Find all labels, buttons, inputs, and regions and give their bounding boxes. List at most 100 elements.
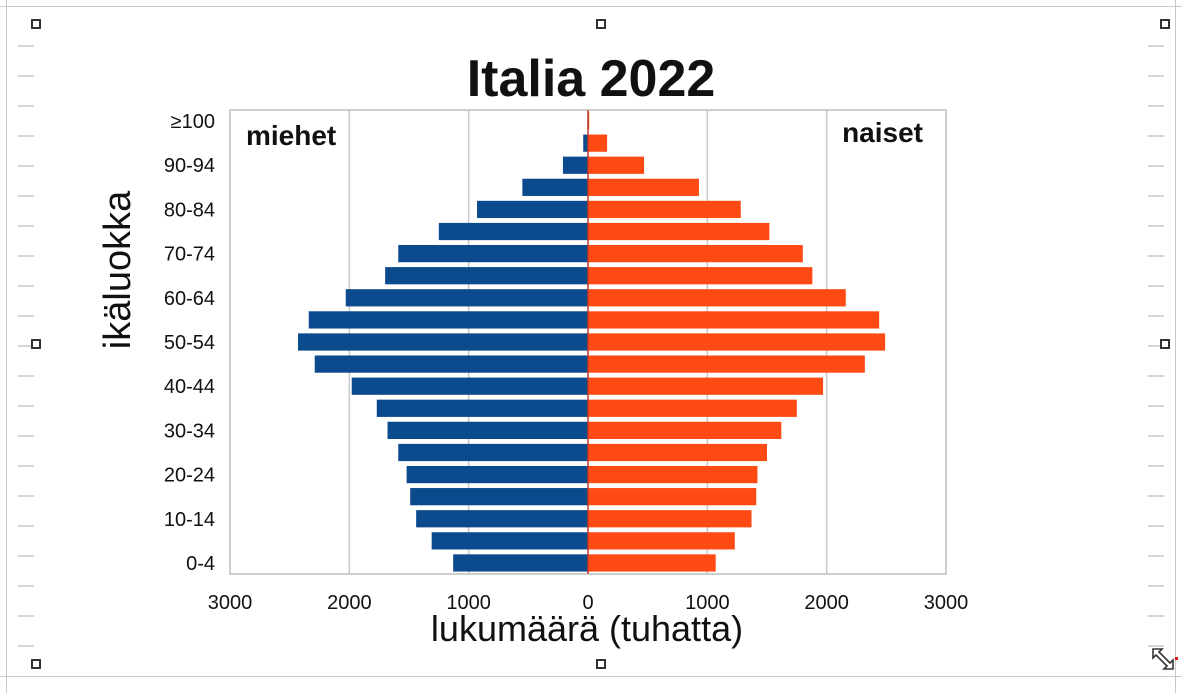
resize-handle-middle-left[interactable] bbox=[31, 339, 41, 349]
y-tick-label: 10-14 bbox=[164, 509, 215, 531]
bar-miehet-20-24[interactable] bbox=[406, 465, 588, 484]
sheet-row-tick bbox=[18, 315, 34, 317]
y-tick-label: ≥100 bbox=[171, 111, 215, 133]
sheet-row-tick bbox=[18, 345, 34, 347]
sheet-row-tick bbox=[18, 105, 34, 107]
resize-handle-middle-right[interactable] bbox=[1160, 339, 1170, 349]
bar-miehet-75-79[interactable] bbox=[438, 222, 588, 241]
bar-miehet-90-94[interactable] bbox=[562, 156, 588, 174]
bar-naiset-50-54[interactable] bbox=[588, 333, 886, 351]
bar-naiset-60-64[interactable] bbox=[588, 289, 846, 307]
resize-cursor-icon[interactable] bbox=[1150, 646, 1180, 676]
sheet-row-tick bbox=[1148, 645, 1164, 647]
sheet-row-tick bbox=[18, 585, 34, 587]
sheet-row-tick bbox=[18, 135, 34, 137]
bar-miehet-85-89[interactable] bbox=[522, 178, 588, 196]
bar-miehet-95-99[interactable] bbox=[583, 134, 588, 152]
x-tick-label: 1000 bbox=[685, 592, 730, 614]
bar-miehet-50-54[interactable] bbox=[298, 333, 588, 351]
sheet-row-tick bbox=[18, 45, 34, 47]
sheet-row-tick bbox=[18, 555, 34, 557]
bar-naiset-75-79[interactable] bbox=[588, 222, 770, 241]
x-tick-label: 1000 bbox=[446, 592, 491, 614]
x-tick-labels: 3000 2000 1000 0 1000 2000 3000 bbox=[208, 592, 969, 614]
bar-miehet-10-14[interactable] bbox=[416, 510, 588, 528]
sheet-row-tick bbox=[18, 405, 34, 407]
sheet-row-tick bbox=[1148, 135, 1164, 137]
sheet-gridline-right bbox=[1175, 0, 1176, 693]
x-tick-label: 3000 bbox=[924, 592, 969, 614]
sheet-row-tick bbox=[18, 435, 34, 437]
y-tick-label: 0-4 bbox=[186, 553, 215, 575]
bar-miehet-0-4[interactable] bbox=[453, 554, 588, 572]
sheet-row-tick bbox=[1148, 255, 1164, 257]
bar-naiset-20-24[interactable] bbox=[588, 465, 758, 484]
bar-naiset-30-34[interactable] bbox=[588, 421, 782, 439]
bar-miehet-55-59[interactable] bbox=[308, 311, 588, 329]
x-tick-label: 0 bbox=[582, 592, 593, 614]
bar-miehet-40-44[interactable] bbox=[351, 377, 588, 395]
bar-naiset-15-19[interactable] bbox=[588, 488, 757, 506]
bar-naiset-0-4[interactable] bbox=[588, 554, 716, 572]
sheet-gridline-top bbox=[0, 6, 1182, 7]
resize-handle-bottom-left[interactable] bbox=[31, 659, 41, 669]
sheet-row-tick bbox=[1148, 495, 1164, 497]
y-tick-label: 20-24 bbox=[164, 465, 215, 487]
bar-naiset-85-89[interactable] bbox=[588, 178, 699, 196]
bar-naiset-70-74[interactable] bbox=[588, 245, 803, 263]
resize-handle-top-left[interactable] bbox=[31, 19, 41, 29]
bar-miehet-80-84[interactable] bbox=[477, 200, 588, 219]
sheet-row-tick bbox=[1148, 615, 1164, 617]
bar-miehet-15-19[interactable] bbox=[410, 488, 588, 506]
y-tick-label: 50-54 bbox=[164, 332, 215, 354]
sheet-row-tick bbox=[1148, 465, 1164, 467]
sheet-row-tick bbox=[1148, 555, 1164, 557]
x-tick-label: 3000 bbox=[208, 592, 253, 614]
bar-miehet-60-64[interactable] bbox=[345, 289, 588, 307]
sheet-row-tick bbox=[1148, 195, 1164, 197]
sheet-row-tick bbox=[1148, 225, 1164, 227]
sheet-row-tick bbox=[18, 375, 34, 377]
bar-naiset-80-84[interactable] bbox=[588, 200, 741, 219]
sheet-row-tick bbox=[1148, 585, 1164, 587]
sheet-row-tick bbox=[1148, 285, 1164, 287]
y-tick-label: 60-64 bbox=[164, 288, 215, 310]
sheet-row-tick bbox=[1148, 45, 1164, 47]
bar-naiset-95-99[interactable] bbox=[588, 134, 608, 152]
sheet-row-tick bbox=[1148, 315, 1164, 317]
bar-naiset-55-59[interactable] bbox=[588, 311, 880, 329]
bar-miehet-45-49[interactable] bbox=[314, 355, 588, 373]
resize-handle-bottom-center[interactable] bbox=[596, 659, 606, 669]
sheet-row-tick bbox=[1148, 345, 1164, 347]
bar-miehet-30-34[interactable] bbox=[387, 421, 588, 439]
bar-miehet-70-74[interactable] bbox=[398, 245, 588, 263]
sheet-row-tick bbox=[1148, 525, 1164, 527]
sheet-row-tick bbox=[1148, 375, 1164, 377]
bar-naiset-10-14[interactable] bbox=[588, 510, 752, 528]
sheet-row-tick bbox=[18, 495, 34, 497]
bar-miehet-65-69[interactable] bbox=[385, 267, 588, 285]
bar-naiset-35-39[interactable] bbox=[588, 399, 797, 417]
sheet-row-tick bbox=[18, 255, 34, 257]
bar-naiset-40-44[interactable] bbox=[588, 377, 824, 395]
sheet-row-tick bbox=[18, 615, 34, 617]
y-tick-label: 30-34 bbox=[164, 420, 215, 442]
annotation-miehet: miehet bbox=[246, 120, 336, 151]
bar-naiset-25-29[interactable] bbox=[588, 443, 767, 462]
sheet-row-tick bbox=[18, 225, 34, 227]
bar-miehet-5-9[interactable] bbox=[431, 532, 588, 550]
bar-miehet-35-39[interactable] bbox=[376, 399, 588, 417]
chart-title: Italia 2022 bbox=[467, 50, 716, 108]
bar-series bbox=[298, 112, 886, 572]
bar-naiset-5-9[interactable] bbox=[588, 532, 735, 550]
resize-handle-top-center[interactable] bbox=[596, 19, 606, 29]
bar-naiset-90-94[interactable] bbox=[588, 156, 645, 174]
bar-naiset-65-69[interactable] bbox=[588, 267, 813, 285]
resize-handle-top-right[interactable] bbox=[1160, 19, 1170, 29]
bar-naiset-45-49[interactable] bbox=[588, 355, 865, 373]
sheet-row-tick bbox=[18, 285, 34, 287]
y-tick-label: 70-74 bbox=[164, 244, 215, 266]
bar-miehet-25-29[interactable] bbox=[398, 443, 588, 462]
